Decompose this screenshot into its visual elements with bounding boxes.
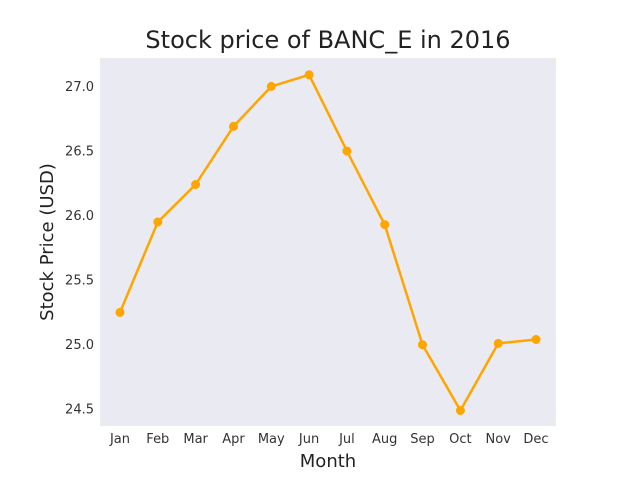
data-point [455, 406, 465, 415]
data-point [418, 340, 427, 350]
data-point [380, 220, 390, 230]
y-tick-label: 25.5 [65, 274, 94, 289]
data-point [493, 338, 503, 348]
x-tick-label: Jan [109, 432, 130, 447]
x-axis-label: Month [300, 451, 356, 472]
x-tick-label: Dec [523, 432, 548, 447]
series-line [118, 73, 538, 412]
y-tick-label: 24.5 [65, 403, 94, 418]
x-tick-label: May [258, 432, 285, 447]
data-point [191, 180, 201, 189]
data-point [304, 70, 314, 80]
y-tick-label: 26.0 [65, 209, 94, 224]
y-tick-label: 27.0 [65, 80, 94, 95]
chart-title: Stock price of BANC_E in 2016 [145, 26, 510, 54]
y-axis-label: Stock Price (USD) [37, 163, 58, 321]
x-axis-ticks: Jan Feb Mar Apr May Jun Jul Aug Sep Oct Nov Dec [109, 432, 549, 447]
y-tick-label: 25.0 [65, 338, 94, 353]
x-tick-label: Sep [410, 432, 435, 447]
x-tick-label: Aug [372, 432, 397, 447]
x-tick-label: Feb [146, 432, 169, 447]
data-point [266, 81, 276, 91]
x-tick-label: Apr [222, 432, 245, 447]
y-axis-ticks: 24.5 25.0 25.5 26.0 26.5 27.0 [65, 80, 94, 418]
data-point [531, 335, 541, 344]
series-layer [115, 70, 541, 415]
plot-area [100, 58, 556, 426]
x-tick-label: Mar [183, 432, 208, 447]
data-point [342, 146, 352, 156]
x-tick-label: Nov [485, 432, 511, 447]
data-point [115, 307, 125, 317]
data-point [229, 121, 238, 131]
x-tick-label: Oct [449, 432, 471, 447]
x-tick-label: Jul [338, 432, 355, 447]
y-tick-label: 26.5 [65, 144, 94, 159]
data-point [153, 217, 163, 227]
x-tick-label: Jun [298, 432, 319, 447]
